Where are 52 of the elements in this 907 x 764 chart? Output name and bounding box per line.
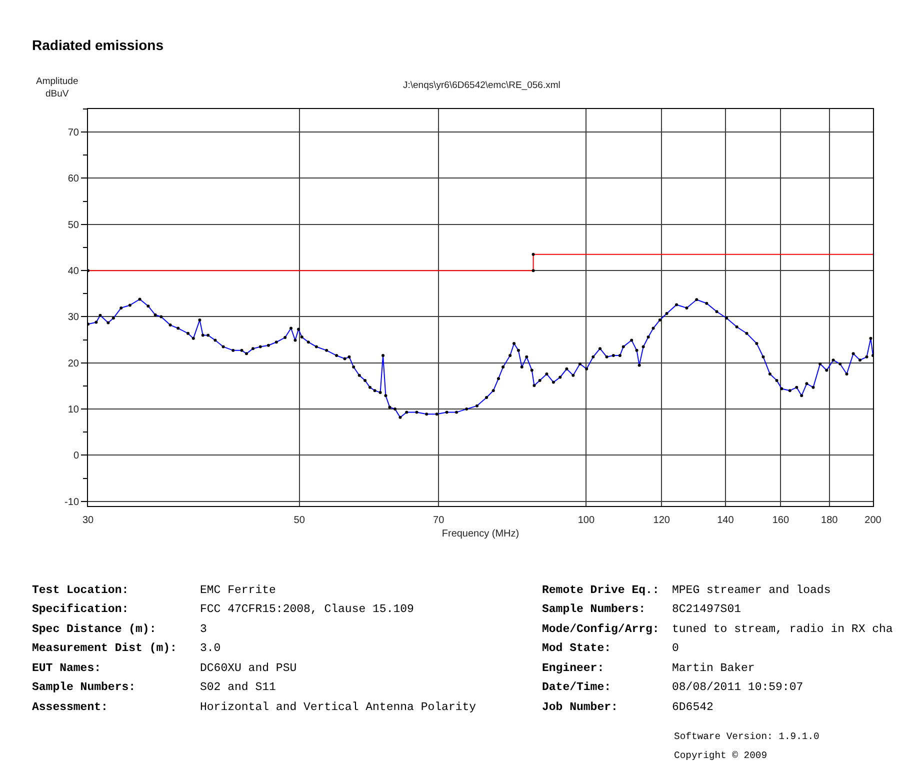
text: S02 and S11 (200, 681, 276, 694)
x-tick-label: 160 (772, 515, 790, 526)
text: 3.0 (200, 642, 221, 655)
text: 6D6542 (672, 701, 714, 714)
chart-subtitle: J:\enqs\yr6\6D6542\emc\RE_056.xml (403, 80, 560, 91)
text: 0 (672, 642, 679, 655)
text: Sample Numbers: (542, 603, 646, 616)
text: Software Version: 1.9.1.0 (674, 731, 820, 742)
x-tick-label: 100 (578, 515, 595, 526)
x-tick-label: 140 (717, 515, 734, 526)
text: Specification: (32, 603, 129, 616)
text: Spec Distance (m): (32, 623, 156, 636)
text: Copyright © 2009 (674, 750, 768, 761)
x-tick-label: 120 (653, 515, 670, 526)
text: Assessment: (32, 701, 108, 714)
text: Date/Time: (542, 681, 612, 694)
text: Engineer: (542, 662, 604, 675)
y-tick-label: 60 (68, 174, 80, 185)
x-tick-label: 70 (433, 515, 445, 526)
text: Test Location: (32, 584, 129, 597)
chart-title: Radiated emissions (32, 36, 164, 53)
y-tick-label: 70 (68, 128, 80, 139)
y-tick-label: 20 (68, 358, 80, 370)
y-tick-label: 40 (68, 266, 80, 278)
text: Horizontal and Vertical Antenna Polarity (200, 701, 476, 714)
text: Mod State: (542, 642, 612, 655)
x-tick-label: 50 (294, 515, 306, 526)
text: Remote Drive Eq.: (542, 584, 660, 597)
text: Job Number: (542, 701, 618, 714)
text: 08/08/2011 10:59:07 (672, 681, 804, 694)
text: 8C21497S01 (672, 603, 742, 616)
y-tick-label: -10 (64, 496, 80, 508)
x-axis-title: Frequency (MHz) (442, 528, 520, 540)
text: Measurement Dist (m): (32, 642, 177, 655)
y-tick-label: 50 (68, 220, 80, 231)
text: EMC Ferrite (200, 584, 276, 597)
x-tick-label: 180 (821, 515, 838, 526)
text: MPEG streamer and loads (672, 584, 831, 597)
y-tick-label: 0 (73, 450, 80, 462)
text: Sample Numbers: (32, 681, 136, 694)
text: FCC 47CFR15:2008, Clause 15.109 (200, 603, 414, 616)
text: EUT Names: (32, 662, 102, 675)
text: tuned to stream, radio in RX cha (672, 623, 893, 636)
y-tick-label: 30 (68, 312, 80, 324)
y-tick-label: 10 (68, 404, 80, 416)
text: Martin Baker (672, 662, 755, 675)
y-axis-title: Amplitude dBuV (36, 76, 78, 100)
text: Mode/Config/Arrg: (542, 623, 660, 636)
x-tick-label: 30 (82, 515, 94, 526)
x-tick-label: 200 (864, 515, 882, 526)
text: DC60XU and PSU (200, 662, 297, 675)
text: 3 (200, 623, 207, 636)
